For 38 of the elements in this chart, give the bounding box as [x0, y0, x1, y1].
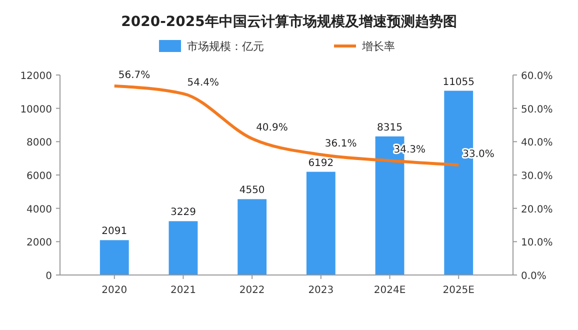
- bar: [238, 199, 267, 275]
- y-tick-label: 12000: [20, 71, 52, 82]
- data-label: 4550: [239, 185, 265, 196]
- x-tick-label: 2021: [170, 285, 196, 296]
- y2-tick-label: 30.0%: [521, 171, 553, 182]
- chart-title: 2020-2025年中国云计算市场规模及增速预测趋势图: [121, 13, 457, 30]
- y-tick-label: 0: [46, 271, 52, 282]
- y2-tick-label: 60.0%: [521, 71, 553, 82]
- x-tick-label: 2020: [102, 285, 128, 296]
- y-tick-label: 4000: [26, 204, 52, 216]
- y2-tick-label: 20.0%: [521, 204, 553, 216]
- legend-label: 增长率: [361, 40, 395, 53]
- y2-tick-label: 0.0%: [521, 271, 546, 282]
- y-tick-label: 10000: [20, 104, 52, 116]
- line-series: [112, 84, 460, 166]
- data-label: 36.1%: [324, 138, 357, 150]
- y2-tick-label: 40.0%: [521, 138, 553, 149]
- bar: [168, 221, 198, 275]
- y2-tick-label: 50.0%: [521, 104, 553, 116]
- x-tick-label: 2022: [239, 285, 265, 296]
- x-tick-label: 2024E: [374, 285, 406, 296]
- bar: [100, 240, 129, 275]
- data-label: 3229: [170, 207, 196, 218]
- data-label: 11055: [442, 76, 475, 88]
- data-label: 40.9%: [256, 122, 288, 134]
- y2-tick-label: 10.0%: [521, 238, 553, 249]
- x-tick-label: 2023: [308, 285, 334, 296]
- x-tick-label: 2025E: [442, 285, 475, 296]
- data-label: 2091: [102, 226, 128, 238]
- y-tick-label: 6000: [26, 171, 52, 182]
- y-tick-label: 8000: [26, 138, 52, 149]
- data-label: 8315: [377, 122, 402, 134]
- legend-label: 市场规模：亿元: [187, 40, 264, 53]
- y-tick-label: 2000: [26, 238, 52, 249]
- bar: [306, 172, 336, 275]
- data-label: 6192: [308, 158, 334, 169]
- data-label: 54.4%: [187, 78, 220, 89]
- data-label: 56.7%: [118, 70, 150, 81]
